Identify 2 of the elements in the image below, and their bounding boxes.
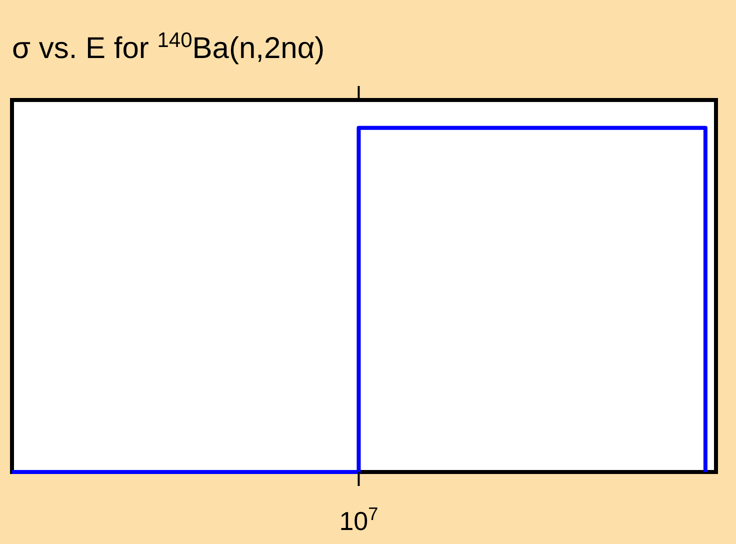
- chart-title: σ vs. E for $^{140}$Ba(n,2nα): [12, 28, 325, 65]
- text: 10$^{7}$: [339, 504, 378, 536]
